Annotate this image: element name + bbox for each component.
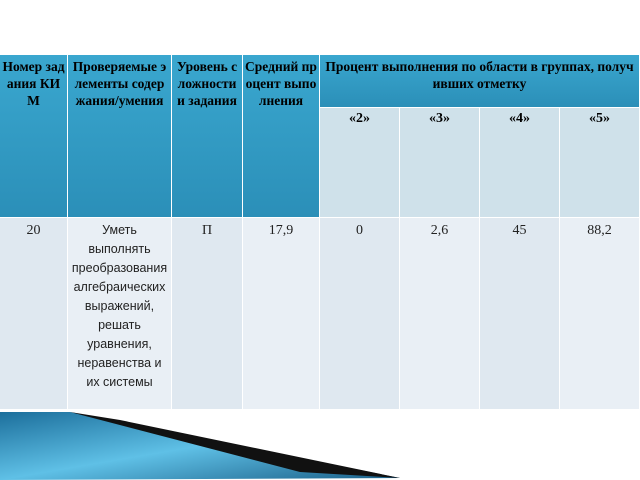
group-header: Процент выполнения по области в группах,… <box>320 55 640 108</box>
column-header: Номер задания КИМ <box>0 55 68 218</box>
grade-header: «5» <box>560 108 640 218</box>
table-cell: П <box>172 218 243 410</box>
grade-header: «3» <box>400 108 480 218</box>
table-cell: 45 <box>480 218 560 410</box>
table-cell: 0 <box>320 218 400 410</box>
table-cell: 2,6 <box>400 218 480 410</box>
table-cell: 20 <box>0 218 68 410</box>
column-header: Проверяемые элементы содержания/умения <box>68 55 172 218</box>
table-cell: 88,2 <box>560 218 640 410</box>
grade-header: «4» <box>480 108 560 218</box>
grade-header: «2» <box>320 108 400 218</box>
table-cell: Уметь выполнять преобразования алгебраич… <box>68 218 172 410</box>
table-cell: 17,9 <box>243 218 320 410</box>
column-header: Средний процент выполнения <box>243 55 320 218</box>
column-header: Уровень сложности и задания <box>172 55 243 218</box>
wedge-shadow <box>70 412 400 478</box>
